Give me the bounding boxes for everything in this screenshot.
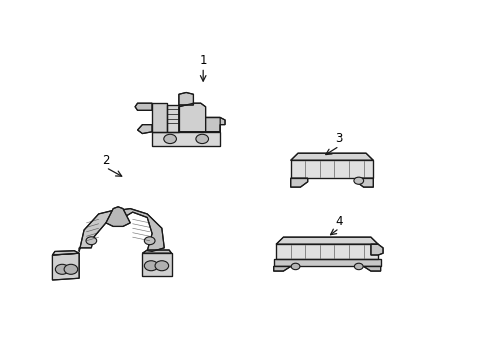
- Polygon shape: [370, 244, 382, 255]
- Polygon shape: [106, 207, 130, 226]
- Polygon shape: [142, 253, 171, 276]
- Circle shape: [155, 261, 168, 271]
- Polygon shape: [142, 250, 171, 253]
- Polygon shape: [276, 244, 377, 258]
- Circle shape: [290, 263, 299, 270]
- Polygon shape: [356, 178, 372, 187]
- Polygon shape: [273, 266, 290, 271]
- Polygon shape: [79, 210, 116, 251]
- Polygon shape: [52, 251, 79, 255]
- Circle shape: [86, 237, 97, 245]
- Text: 3: 3: [335, 132, 342, 145]
- Circle shape: [64, 264, 78, 274]
- Circle shape: [196, 134, 208, 144]
- Polygon shape: [135, 103, 152, 111]
- Polygon shape: [290, 160, 372, 178]
- Polygon shape: [137, 125, 152, 134]
- Polygon shape: [276, 237, 377, 244]
- Polygon shape: [290, 153, 372, 160]
- Polygon shape: [205, 117, 224, 132]
- Polygon shape: [52, 253, 79, 280]
- Circle shape: [144, 261, 158, 271]
- Circle shape: [163, 134, 176, 144]
- Polygon shape: [166, 105, 179, 132]
- Text: 2: 2: [102, 154, 109, 167]
- Polygon shape: [152, 103, 166, 132]
- Polygon shape: [179, 103, 220, 132]
- Circle shape: [144, 237, 155, 245]
- Polygon shape: [152, 132, 220, 146]
- Text: 1: 1: [199, 54, 206, 67]
- Polygon shape: [273, 258, 380, 266]
- Polygon shape: [290, 178, 307, 187]
- Polygon shape: [118, 208, 164, 251]
- Circle shape: [55, 264, 69, 274]
- Polygon shape: [363, 266, 380, 271]
- Polygon shape: [179, 93, 193, 105]
- Circle shape: [353, 177, 363, 184]
- Circle shape: [354, 263, 363, 270]
- Text: 4: 4: [335, 215, 343, 228]
